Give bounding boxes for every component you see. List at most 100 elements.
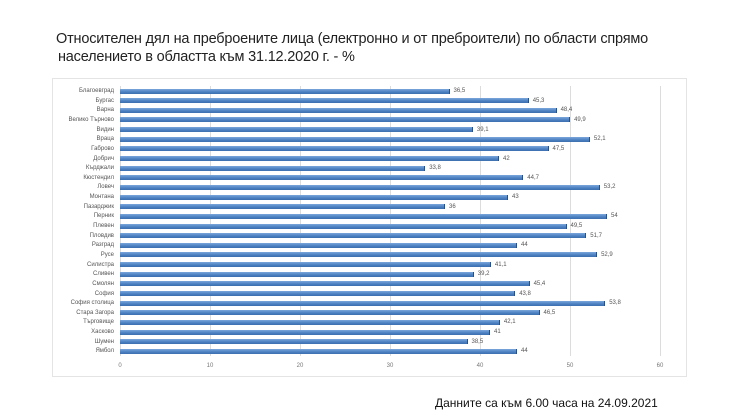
category-label: Разград (91, 242, 114, 249)
gridline (390, 86, 391, 356)
category-label: София столица (70, 300, 114, 307)
category-label: Хасково (91, 329, 114, 336)
category-label: Видин (96, 126, 114, 133)
bar-row: Кърджали 33,8 (86, 163, 660, 173)
gridline (210, 86, 211, 356)
category-label: Кюстендил (83, 174, 114, 181)
bar (120, 291, 516, 296)
bar-value-label: 49,9 (574, 116, 586, 123)
bar (120, 156, 499, 161)
category-label: Сливен (93, 271, 114, 278)
x-axis-tick-label: 0 (118, 363, 122, 369)
bar-row: София 43,8 (95, 289, 660, 299)
gridline (480, 86, 481, 356)
category-label: Смолян (92, 280, 114, 287)
bar (120, 310, 540, 316)
category-label: Кърджали (85, 165, 114, 172)
bar (120, 223, 567, 229)
category-label: Пловдив (89, 232, 114, 239)
bar (120, 262, 491, 268)
bar (120, 165, 426, 171)
bar (120, 213, 607, 219)
bar-value-label: 45,3 (532, 97, 545, 104)
bar-row: Пазарджик 36 (84, 202, 660, 212)
bar-value-label: 44 (521, 242, 528, 249)
bar-row: Добрич 42 (93, 154, 660, 164)
category-label: Ямбол (95, 348, 114, 355)
bar-value-label: 33,8 (429, 165, 441, 172)
bar-row: Плевен 49,5 (93, 221, 660, 231)
category-label: Стара Загора (76, 309, 114, 316)
bar-row: София столица 53,8 (71, 298, 660, 308)
bar-value-label: 42,1 (503, 319, 516, 326)
data-timestamp-note: Данните са към 6.00 часа на 24.09.2021 (435, 396, 658, 410)
bar-value-label: 45,4 (533, 280, 546, 287)
bar (120, 204, 445, 210)
bar (120, 88, 450, 94)
bar-value-label: 53,2 (603, 184, 616, 191)
bar-value-label: 44,7 (527, 174, 539, 181)
bar (120, 281, 530, 287)
bar-row: Смолян 45,4 (92, 279, 660, 289)
bar (120, 271, 474, 277)
bar-value-label: 39,2 (477, 271, 490, 278)
bar-value-label: 41 (494, 329, 501, 336)
bar-value-label: 53,8 (609, 300, 621, 307)
bar-row: Пловдив 51,7 (90, 231, 660, 241)
bar (120, 348, 517, 354)
category-label: Силистра (87, 261, 114, 268)
bar (120, 339, 468, 345)
category-label: София (94, 290, 114, 297)
bar-value-label: 47,5 (552, 145, 565, 152)
bar-row: Габрово 47,5 (91, 144, 660, 154)
x-axis-tick-label: 50 (566, 363, 574, 369)
bar-row: Враца 52,1 (97, 134, 660, 144)
chart-title-line-2: населението в областта към 31.12.2020 г.… (58, 49, 355, 65)
bar-row: Монтана 43 (90, 192, 660, 202)
bar-row: Ямбол 44 (95, 346, 660, 356)
bar-value-label: 39,1 (476, 126, 489, 133)
category-label: Русе (100, 251, 114, 258)
chart-title: Относителен дял на преброените лица (еле… (56, 30, 648, 66)
bar-row: Разград 44 (92, 240, 660, 250)
category-label: Пазарджик (83, 203, 114, 210)
bar-row: Велико Търново 49,9 (68, 115, 660, 125)
bar-value-label: 52,1 (593, 136, 606, 143)
bar-value-label: 43,8 (519, 290, 531, 297)
bar (120, 184, 600, 190)
bar-row: Кюстендил 44,7 (83, 173, 660, 183)
bar-row: Шумен 38,5 (95, 337, 660, 347)
bar (120, 242, 517, 248)
bar (120, 117, 571, 123)
x-axis-tick-label: 40 (476, 363, 484, 369)
x-axis-tick-label: 20 (296, 363, 304, 369)
bar (120, 107, 557, 113)
bar (120, 194, 508, 200)
bar-row: Перник 54 (94, 211, 660, 221)
category-label: Варна (96, 107, 114, 114)
gridline (120, 86, 121, 356)
bar (120, 98, 529, 104)
bar (120, 136, 590, 142)
x-axis-tick-label: 30 (386, 363, 394, 369)
bar-value-label: 51,7 (590, 232, 602, 239)
bar-row: Варна 48,4 (97, 105, 660, 115)
category-label: Благоевград (79, 88, 114, 94)
bar-value-label: 52,9 (601, 251, 613, 258)
bar-row: Сливен 39,2 (93, 269, 660, 279)
bar-value-label: 38,5 (471, 338, 484, 345)
bar (120, 252, 598, 258)
bar (120, 233, 587, 239)
bar-value-label: 36 (449, 203, 456, 210)
chart-title-line-1: Относителен дял на преброените лица (еле… (56, 31, 649, 47)
bar-row: Хасково 41 (91, 327, 660, 337)
bar-row: Бургас 45,3 (96, 96, 660, 106)
bar-row: Русе 52,9 (101, 250, 660, 260)
bar-value-label: 49,5 (570, 223, 583, 229)
bar-row: Стара Загора 46,5 (76, 308, 660, 318)
bar-row: Видин 39,1 (96, 125, 660, 135)
category-label: Търговище (83, 319, 114, 326)
x-axis-tick-label: 60 (656, 363, 664, 369)
bar-row: Благоевград 36,5 (79, 86, 660, 96)
bar-row: Силистра 41,1 (87, 260, 660, 270)
